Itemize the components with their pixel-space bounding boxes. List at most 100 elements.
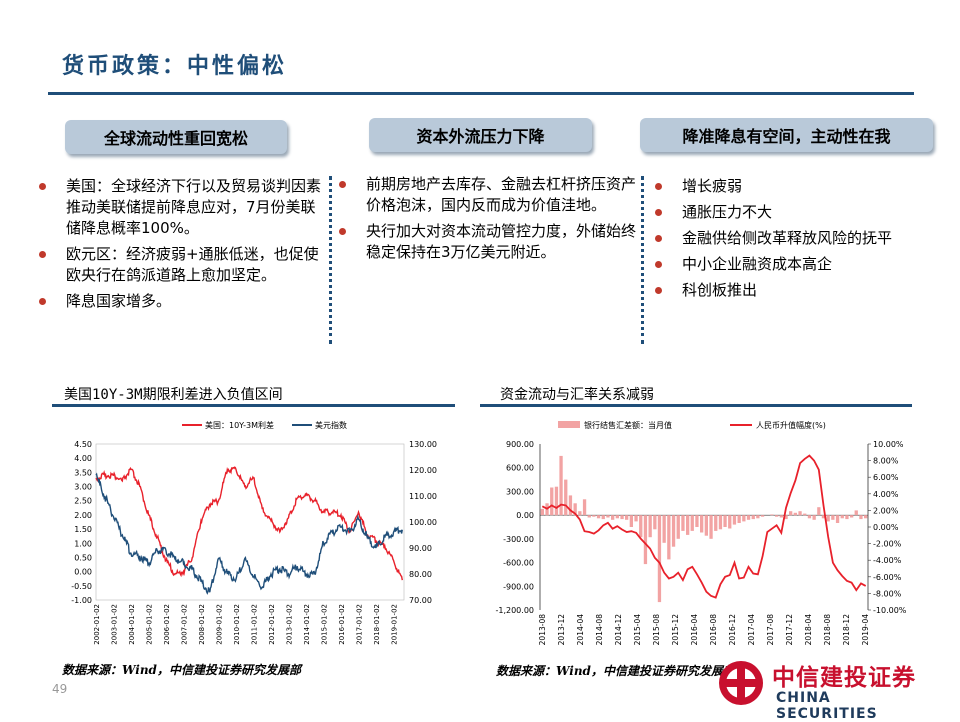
x-tick-label: 2013-12 [557, 614, 566, 646]
bar-fx-settlement [573, 503, 577, 516]
y-tick-label-left: 3.00 [74, 483, 92, 492]
bar-fx-settlement [807, 515, 812, 519]
y-tick-label-right: -6.00% [873, 573, 902, 582]
bar-fx-settlement [625, 515, 629, 520]
x-tick-label: 2017-12 [785, 614, 794, 646]
y-tick-label-left: 4.50 [74, 440, 92, 449]
bar-fx-settlement [686, 515, 690, 535]
bar-fx-settlement [840, 515, 844, 519]
y-tick-label-right: 2.00% [873, 506, 899, 515]
bar-fx-settlement [835, 515, 840, 523]
bar-fx-settlement [723, 515, 727, 527]
column-divider [329, 176, 332, 344]
bar-fx-settlement [681, 515, 685, 531]
x-tick-label: 2016-01-02 [338, 604, 346, 645]
bar-fx-settlement [850, 515, 854, 518]
bar-fx-settlement [700, 515, 704, 533]
y-tick-label-left: -1,200.00 [495, 606, 534, 615]
y-tick-label-left: 2.00 [74, 511, 92, 520]
bar-fx-settlement [676, 515, 680, 539]
bar-fx-settlement [568, 495, 573, 516]
title-divider [48, 92, 914, 95]
bar-fx-settlement [845, 515, 849, 520]
bar-fx-settlement [634, 515, 638, 522]
legend-label: 人民币升值幅度(%) [756, 420, 826, 430]
bar-fx-settlement [662, 515, 666, 543]
bar-fx-settlement [643, 515, 648, 565]
y-tick-label-left: 0.50 [74, 553, 92, 562]
y-tick-label-right: -4.00% [873, 556, 902, 565]
x-tick-label: 2014-04 [576, 614, 585, 646]
x-tick-label: 2018-04 [804, 614, 813, 646]
bar-fx-settlement [718, 515, 723, 530]
x-tick-label: 2018-08 [823, 614, 832, 646]
x-tick-label: 2015-12 [671, 614, 680, 646]
bullet-item: 前期房地产去库存、金融去杠杆挤压资产价格泡沫，国内反而成为价值洼地。 [330, 174, 640, 216]
chart-right-title: 资金流动与汇率关系减弱 [500, 387, 654, 403]
bar-fx-settlement [582, 499, 587, 516]
y-tick-label-left: -300.00 [503, 535, 534, 544]
x-tick-label: 2014-12 [614, 614, 623, 646]
logo-cn-text: 中信建投证券 [772, 664, 916, 691]
x-tick-label: 2007-01-02 [181, 604, 189, 645]
bar-fx-settlement [775, 515, 779, 517]
bullet-item: 通胀压力不大 [646, 202, 916, 223]
x-tick-label: 2012-01-02 [268, 604, 276, 645]
column-divider [641, 176, 644, 344]
y-tick-label-left: 2.50 [74, 497, 92, 506]
logo-en-text: CHINA SECURITIES [776, 690, 878, 722]
bar-fx-settlement [615, 515, 619, 519]
y-tick-label-right: -10.00% [873, 606, 907, 615]
y-tick-label-right: 70.00 [409, 596, 432, 605]
y-tick-label-left: 900.00 [506, 440, 534, 449]
x-tick-label: 2003-01-02 [111, 604, 119, 645]
heading-global-liquidity: 全球流动性重回宽松 [65, 120, 287, 154]
y-tick-label-left: 1.50 [74, 525, 92, 534]
bar-fx-settlement [746, 515, 751, 520]
y-tick-label-left: 1.00 [74, 539, 92, 548]
bar-fx-settlement [596, 515, 601, 519]
bar-fx-settlement [803, 513, 807, 516]
plot-frame [95, 443, 405, 601]
bar-fx-settlement [704, 515, 708, 536]
bar-fx-settlement [831, 515, 835, 520]
y-tick-label-right: 90.00 [409, 544, 432, 553]
x-tick-label: 2018-12 [842, 614, 851, 646]
x-tick-label: 2018-01-02 [373, 604, 381, 645]
bar-fx-settlement [756, 515, 760, 519]
x-tick-label: 2004-01-02 [128, 604, 136, 645]
bar-fx-settlement [587, 515, 591, 518]
chart-right-legend: 银行结售汇差额：当月值 人民币升值幅度(%) [558, 420, 826, 430]
bar-fx-settlement [578, 511, 582, 516]
bar-fx-settlement [550, 487, 554, 516]
x-tick-label: 2013-08 [538, 614, 547, 646]
bar-fx-settlement [690, 515, 694, 531]
bar-fx-settlement [864, 515, 868, 519]
bar-fx-settlement [592, 515, 596, 517]
x-tick-label: 2016-12 [728, 614, 737, 646]
bar-fx-settlement [732, 515, 737, 525]
bar-fx-settlement [793, 512, 797, 516]
bullet-item: 中小企业融资成本高企 [646, 254, 916, 275]
bullet-item: 科创板推出 [646, 280, 916, 301]
bar-fx-settlement [648, 515, 652, 538]
y-tick-label-left: -0.50 [71, 582, 92, 591]
x-tick-label: 2015-08 [652, 614, 661, 646]
chart-left-legend: 美国：10Y-3M利差 美元指数 [182, 420, 347, 430]
x-tick-label: 2016-08 [709, 614, 718, 646]
bar-fx-settlement [779, 515, 783, 518]
column-capital-outflow: 前期房地产去库存、金融去杠杆挤压资产价格泡沫，国内反而成为价值洼地。 央行加大对… [330, 174, 640, 268]
y-tick-label-right: -8.00% [873, 589, 902, 598]
x-tick-label: 2013-01-02 [286, 604, 294, 645]
column-global-liquidity: 美国：全球经济下行以及贸易谈判因素推动美联储提前降息应对，7月份美联储降息概率1… [30, 176, 330, 317]
bar-fx-settlement [611, 515, 615, 520]
page-title: 货币政策：中性偏松 [62, 53, 288, 79]
x-tick-label: 2016-04 [690, 614, 699, 646]
x-tick-label: 2011-01-02 [251, 604, 259, 645]
legend-label: 银行结售汇差额：当月值 [584, 420, 672, 430]
bar-fx-settlement [559, 455, 563, 516]
bar-fx-settlement [714, 515, 718, 531]
bullet-item: 降息国家增多。 [30, 291, 330, 312]
column-rate-cut-space: 增长疲弱 通胀压力不大 金融供给侧改革释放风险的抚平 中小企业融资成本高企 科创… [646, 176, 916, 306]
company-logo: 中信建投证券 CHINA SECURITIES [716, 652, 928, 722]
